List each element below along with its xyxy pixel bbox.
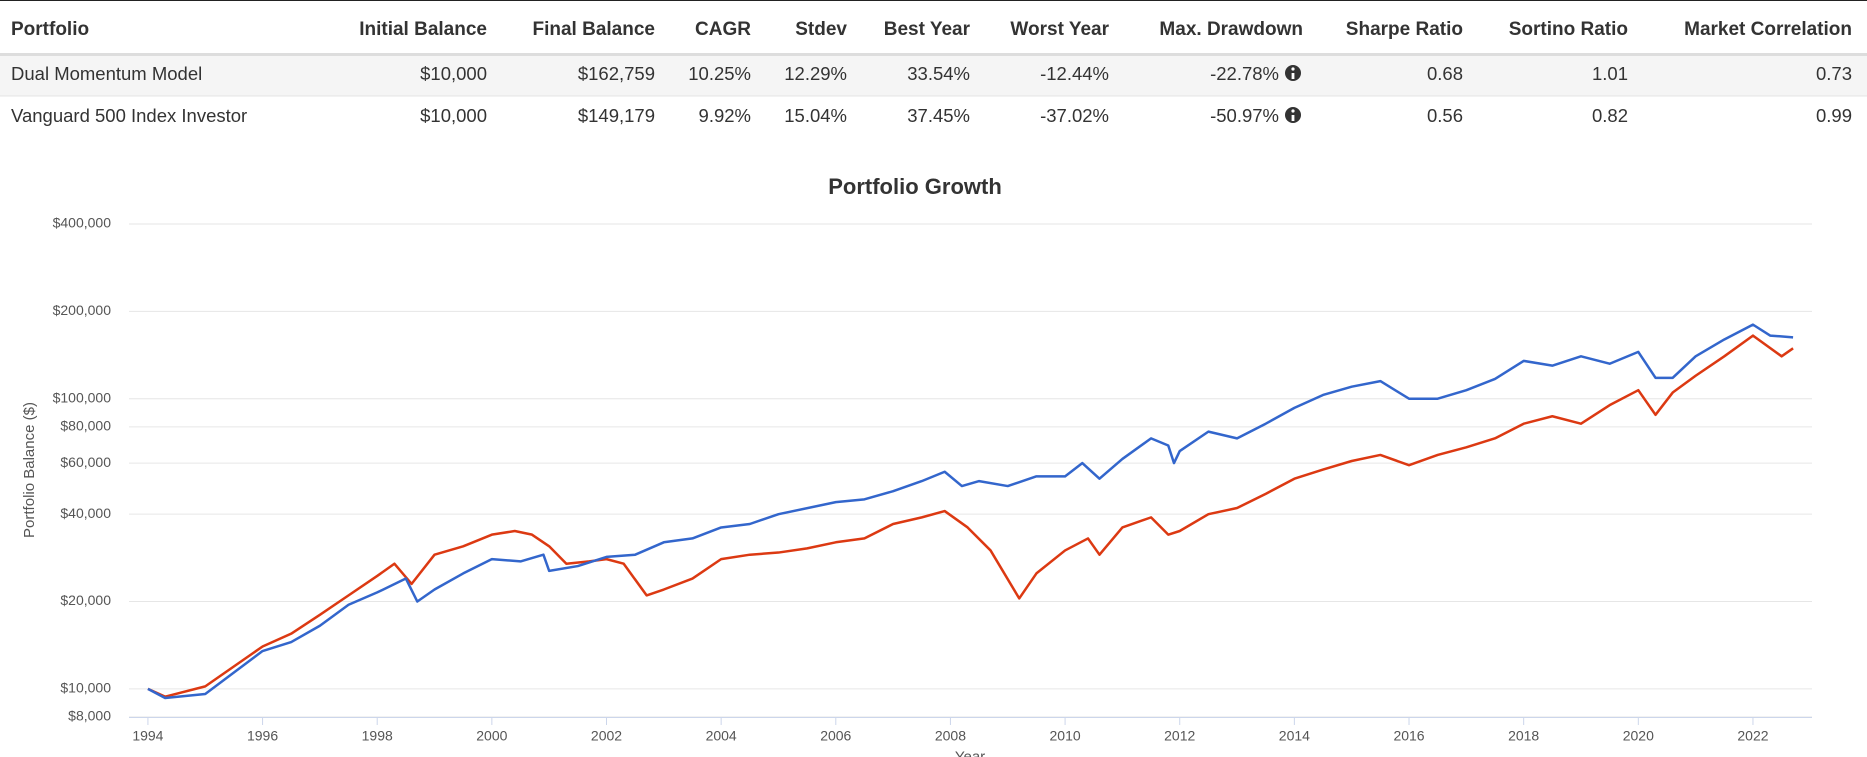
x-tick-label: 2018 xyxy=(1508,728,1539,744)
column-header: Initial Balance xyxy=(359,19,487,40)
table-cell: 15.04% xyxy=(784,105,847,126)
series-line xyxy=(147,323,1794,700)
header-underline xyxy=(0,53,1867,56)
y-tick-label: $80,000 xyxy=(60,418,111,434)
table-cell: 12.29% xyxy=(784,63,847,84)
x-axis-label: Year xyxy=(955,748,985,757)
column-header: Best Year xyxy=(884,19,971,40)
y-tick-label: $20,000 xyxy=(60,592,111,608)
y-axis-label: Portfolio Balance ($) xyxy=(21,402,38,538)
x-tick-label: 2020 xyxy=(1623,728,1654,744)
column-header: Market Correlation xyxy=(1684,19,1852,40)
table-cell: 0.82 xyxy=(1592,105,1628,126)
x-tick-label: 2006 xyxy=(820,728,851,744)
table-cell: $10,000 xyxy=(420,63,487,84)
column-header: Sortino Ratio xyxy=(1509,19,1628,40)
column-header: Worst Year xyxy=(1010,19,1109,40)
x-tick-label: 2000 xyxy=(476,728,507,744)
table-cell: $149,179 xyxy=(578,105,655,126)
chart-title: Portfolio Growth xyxy=(828,174,1002,199)
table-cell: 0.56 xyxy=(1427,105,1463,126)
x-tick-label: 1994 xyxy=(132,728,163,744)
info-icon-dot xyxy=(1291,109,1295,113)
y-tick-label: $200,000 xyxy=(53,302,112,318)
x-tick-label: 2014 xyxy=(1279,728,1310,744)
y-tick-label: $100,000 xyxy=(53,389,112,405)
info-icon-dot xyxy=(1291,67,1295,71)
column-header: Final Balance xyxy=(533,19,656,40)
table-cell: 0.73 xyxy=(1816,63,1852,84)
x-tick-label: 2016 xyxy=(1393,728,1424,744)
y-tick-label: $8,000 xyxy=(68,708,111,724)
table-cell: 1.01 xyxy=(1592,63,1628,84)
x-tick-label: 2008 xyxy=(935,728,966,744)
info-icon xyxy=(1285,65,1301,81)
y-tick-label: $40,000 xyxy=(60,505,111,521)
row-background xyxy=(0,56,1867,96)
info-icon-stem xyxy=(1291,115,1295,121)
table-cell: -12.44% xyxy=(1040,63,1109,84)
y-tick-label: $60,000 xyxy=(60,454,111,470)
y-tick-label: $400,000 xyxy=(53,215,112,231)
x-tick-label: 1996 xyxy=(247,728,278,744)
table-cell: 0.68 xyxy=(1427,63,1463,84)
table-cell: 10.25% xyxy=(688,63,751,84)
info-icon-stem xyxy=(1291,73,1295,79)
table-cell: $10,000 xyxy=(420,105,487,126)
x-tick-label: 1998 xyxy=(362,728,393,744)
table-cell: -37.02% xyxy=(1040,105,1109,126)
stats-table: Portfolio Initial Balance Final Balance CAG… xyxy=(0,19,1867,126)
x-tick-label: 2004 xyxy=(706,728,737,744)
x-tick-label: 2002 xyxy=(591,728,622,744)
column-header: Stdev xyxy=(795,19,847,40)
table-cell: 0.99 xyxy=(1816,105,1852,126)
table-cell: -50.97% xyxy=(1210,105,1279,126)
table-cell: 37.45% xyxy=(907,105,970,126)
table-cell: 33.54% xyxy=(907,63,970,84)
table-cell: -22.78% xyxy=(1210,63,1279,84)
column-header: Max. Drawdown xyxy=(1159,19,1303,40)
x-tick-label: 2010 xyxy=(1050,728,1081,744)
x-tick-label: 2012 xyxy=(1164,728,1195,744)
column-header: Portfolio xyxy=(11,19,89,40)
series-line xyxy=(147,334,1794,698)
info-icon xyxy=(1285,107,1301,123)
table-cell: 9.92% xyxy=(699,105,751,126)
table-cell: $162,759 xyxy=(578,63,655,84)
column-header: CAGR xyxy=(695,19,751,40)
table-cell: Dual Momentum Model xyxy=(11,63,202,84)
table-cell: Vanguard 500 Index Investor xyxy=(11,105,247,126)
x-tick-label: 2022 xyxy=(1737,728,1768,744)
y-tick-label: $10,000 xyxy=(60,680,111,696)
chart: Portfolio Growth Portfolio Balance ($) Y… xyxy=(21,174,1812,757)
column-header: Sharpe Ratio xyxy=(1346,19,1463,40)
